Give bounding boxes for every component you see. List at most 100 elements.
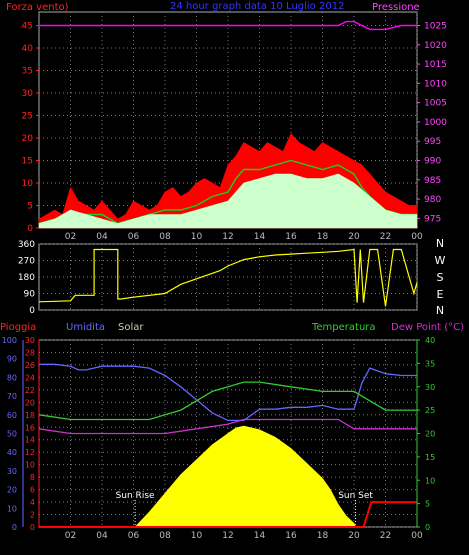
wind-y-tick-label: 15 xyxy=(22,157,33,167)
temperature-y-tick-label: 35 xyxy=(425,359,435,368)
wind-x-tick-label: 22 xyxy=(380,232,391,242)
wind-direction-grid xyxy=(39,243,418,311)
rain-humidity-x-tick-label: 08 xyxy=(159,531,171,541)
pressione-line xyxy=(39,20,417,31)
wind-x-tick-label: 16 xyxy=(285,232,297,242)
wind-x-tick-label: 20 xyxy=(348,232,360,242)
direction-y-tick-label: 90 xyxy=(24,290,36,300)
humidity-axis-ticks: 0 10 20 30 40 50 60 70 80 90 100 xyxy=(2,336,17,532)
rain-y-tick-label: 2 xyxy=(30,511,35,520)
wind-direction-line xyxy=(38,248,418,307)
humidity-y-tick-label: 0 xyxy=(12,523,17,532)
temperatura-line xyxy=(38,381,417,421)
humidity-y-tick-label: 80 xyxy=(7,373,17,382)
pressure-y-tick-label: 990 xyxy=(424,157,441,167)
compass-label: E xyxy=(437,288,444,301)
wind-x-tick-label: 10 xyxy=(191,232,203,242)
rain-y-tick-label: 24 xyxy=(25,373,35,382)
rain-humidity-x-tick-label: 02 xyxy=(65,531,76,541)
humidity-y-tick-label: 20 xyxy=(7,486,17,495)
rain-humidity-solar-panel: 02 04 06 08 10 12 14 16 18 20 22 00 010203040506070… xyxy=(0,322,464,541)
rain-humidity-x-tick-label: 04 xyxy=(96,531,108,541)
rain-humidity-x-tick-label: 10 xyxy=(191,531,203,541)
compass-label: S xyxy=(437,271,444,284)
pressure-y-tick-label: 1025 xyxy=(424,22,447,32)
humidity-y-tick-label: 10 xyxy=(7,504,17,513)
rain-humidity-x-tick-label: 22 xyxy=(380,531,391,541)
dew-point-line xyxy=(38,418,417,435)
rain-label: Pioggia xyxy=(0,322,36,333)
wind-x-tick-label: 08 xyxy=(159,232,171,242)
rain-y-tick-label: 8 xyxy=(30,473,35,482)
humidity-y-tick-label: 70 xyxy=(7,392,17,401)
dewpoint-label: Dew Point (°C) xyxy=(391,322,464,333)
wind-y-tick-label: 20 xyxy=(22,134,34,144)
solar-label: Solar xyxy=(118,322,144,333)
pressure-y-tick-label: 1010 xyxy=(424,79,447,89)
wind-y-tick-label: 0 xyxy=(27,224,33,234)
temperature-y-tick-label: 25 xyxy=(425,406,435,415)
wind-left-axis-ticks: 0 5 10 15 20 25 30 35 40 45 xyxy=(22,22,39,234)
rain-y-tick-label: 6 xyxy=(30,486,35,495)
wind-y-tick-label: 40 xyxy=(22,44,34,54)
temperature-y-tick-label: 20 xyxy=(425,430,435,439)
wind-x-tick-label: 04 xyxy=(96,232,108,242)
rain-humidity-x-tick-label: 14 xyxy=(254,531,266,541)
pressure-y-tick-label: 1000 xyxy=(424,118,447,128)
pressure-axis-label: Pressione xyxy=(372,2,420,13)
wind-y-tick-label: 30 xyxy=(22,89,34,99)
humidity-label: Umidita xyxy=(66,322,105,333)
rain-humidity-x-tick-label: 18 xyxy=(317,531,329,541)
temperature-y-tick-label: 40 xyxy=(425,336,435,345)
chart-title: 24 hour graph data 10 Luglio 2012 xyxy=(170,1,344,12)
rain-y-tick-label: 28 xyxy=(25,348,35,357)
humidity-y-tick-label: 30 xyxy=(7,467,17,476)
wind-y-tick-label: 5 xyxy=(27,202,33,212)
pioggia-line xyxy=(39,501,417,528)
wind-y-tick-label: 10 xyxy=(22,179,34,189)
rain-humidity-x-tick-label: 20 xyxy=(348,531,360,541)
pressure-y-tick-label: 980 xyxy=(424,195,441,205)
wind-x-tick-label: 14 xyxy=(254,232,266,242)
wind-pressure-series xyxy=(38,20,418,229)
direction-y-tick-label: 360 xyxy=(18,240,35,250)
direction-y-tick-label: 180 xyxy=(18,273,35,283)
humidity-y-tick-label: 90 xyxy=(7,355,17,364)
wind-x-tick-label: 02 xyxy=(65,232,76,242)
umidita-line xyxy=(39,363,417,422)
sun-marker-label: Sun Rise xyxy=(116,491,155,501)
compass-label: N xyxy=(436,237,444,250)
humidity-y-tick-label: 40 xyxy=(7,448,17,457)
pressure-y-tick-label: 975 xyxy=(424,214,441,224)
rain-y-tick-label: 30 xyxy=(25,336,35,345)
media-line xyxy=(38,159,417,225)
rain-y-tick-label: 20 xyxy=(25,398,35,407)
pressure-y-tick-label: 1020 xyxy=(424,41,447,51)
rain-humidity-x-tick-label: 16 xyxy=(285,531,297,541)
temperature-y-tick-label: 10 xyxy=(425,476,435,485)
rain-y-tick-label: 14 xyxy=(25,436,35,445)
direction-y-tick-label: 270 xyxy=(18,257,35,267)
direction-y-tick-label: 0 xyxy=(29,306,35,316)
rain-y-tick-label: 22 xyxy=(25,386,35,395)
wind-y-tick-label: 35 xyxy=(22,67,33,77)
sun-marker-label: Sun Set xyxy=(338,491,373,501)
humidity-y-tick-label: 100 xyxy=(2,336,17,345)
pressure-y-tick-label: 985 xyxy=(424,176,441,186)
wind-y-tick-label: 25 xyxy=(22,112,33,122)
temperature-y-tick-label: 15 xyxy=(425,453,435,462)
humidity-y-tick-label: 50 xyxy=(7,430,17,439)
wind-direction-y-ticks: 0 90 180 270 360 xyxy=(18,240,35,316)
rain-y-tick-label: 16 xyxy=(25,423,35,432)
pressure-y-tick-label: 1015 xyxy=(424,60,447,70)
wind-x-tick-label: 06 xyxy=(128,232,140,242)
rain-humidity-x-ticks: 02 04 06 08 10 12 14 16 18 20 22 00 xyxy=(65,531,423,541)
humidity-y-tick-label: 60 xyxy=(7,411,17,420)
rain-y-tick-label: 0 xyxy=(30,523,35,532)
rain-y-tick-label: 10 xyxy=(25,461,35,470)
pressure-y-tick-label: 1005 xyxy=(424,99,447,109)
